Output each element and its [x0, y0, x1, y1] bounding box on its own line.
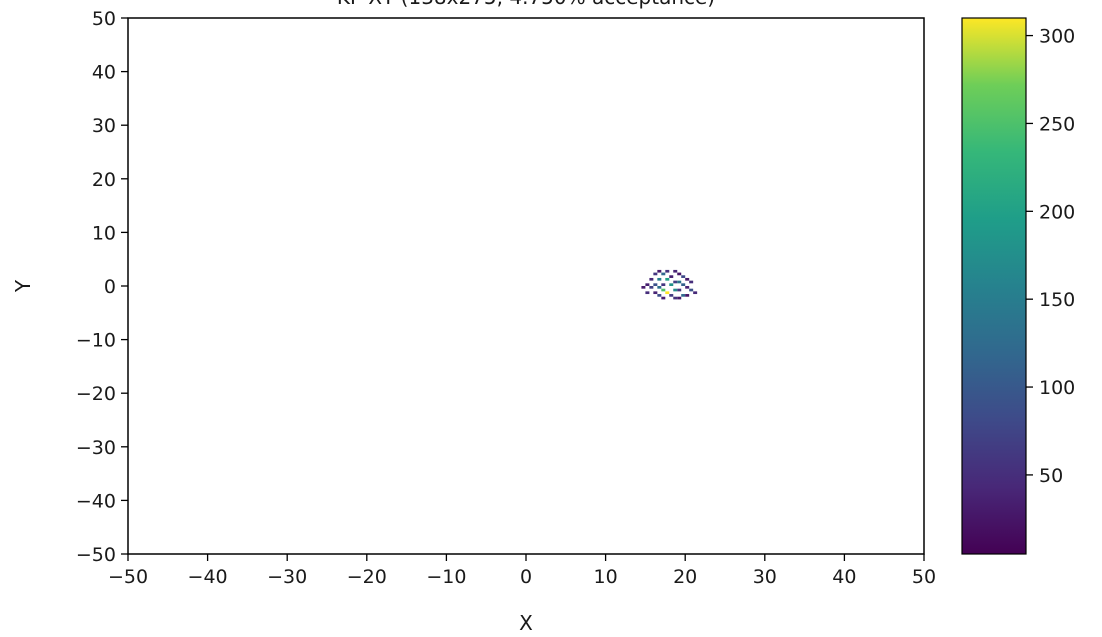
heatmap-cell [681, 275, 686, 278]
heatmap-cell [649, 286, 654, 289]
heatmap-cell [657, 286, 662, 289]
colorbar-tick-label: 50 [1039, 465, 1063, 487]
y-tick-label: 40 [92, 62, 116, 84]
y-tick-label: −10 [76, 330, 116, 352]
y-tick-label: 30 [92, 115, 116, 137]
x-axis-label: X [519, 611, 533, 635]
heatmap-cell [673, 296, 678, 300]
heatmap-cell [685, 277, 690, 281]
colorbar-ticks: 50 100 150 200 250 300 [1026, 26, 1075, 487]
heatmap-cell [677, 296, 682, 300]
x-tick-label: −50 [108, 566, 148, 588]
heatmap-cell [653, 272, 658, 276]
y-axis-ticks: −50 −40 −30 −20 −10 0 10 20 30 40 50 [76, 8, 128, 566]
x-tick-label: −30 [267, 566, 307, 588]
heatmap-cell [681, 283, 686, 286]
colorbar-tick-label: 300 [1039, 26, 1075, 48]
y-tick-label: −40 [76, 490, 116, 512]
chart-title: KP XY (138x275, 4.750% acceptance) [337, 0, 715, 9]
x-tick-label: −40 [188, 566, 228, 588]
heatmap-cell [677, 272, 682, 276]
x-axis-ticks: −50 −40 −30 −20 −10 0 10 20 30 40 50 [108, 554, 936, 588]
x-tick-label: 50 [912, 566, 936, 588]
colorbar-tick-label: 200 [1039, 201, 1075, 223]
heatmap-cell [677, 288, 682, 292]
heatmap-cell [653, 283, 658, 286]
heatmap-cell [661, 283, 666, 286]
y-tick-label: 10 [92, 222, 116, 244]
heatmap-cell [673, 269, 678, 273]
heatmap-cell [681, 294, 686, 297]
x-tick-label: −10 [426, 566, 466, 588]
heatmap-cell [665, 269, 670, 273]
x-tick-label: 30 [753, 566, 777, 588]
heatmap-cell [657, 269, 662, 273]
y-tick-label: −30 [76, 437, 116, 459]
heatmap-cell [669, 283, 674, 286]
heatmap-cell [657, 277, 662, 281]
heatmap-cell [685, 286, 690, 289]
colorbar-tick-label: 150 [1039, 289, 1075, 311]
heatmap-cell [661, 296, 666, 300]
heatmap-cell [665, 291, 670, 295]
heatmap-cell [673, 288, 678, 292]
y-tick-label: 20 [92, 169, 116, 191]
x-tick-label: 40 [832, 566, 856, 588]
heatmap-cell [669, 275, 674, 278]
y-axis-label: Y [11, 279, 35, 293]
heatmap-cells [641, 269, 698, 300]
x-tick-label: 10 [594, 566, 618, 588]
colorbar-tick-label: 100 [1039, 377, 1075, 399]
heatmap-cell [689, 280, 694, 284]
y-tick-label: −20 [76, 383, 116, 405]
heatmap-cell [645, 291, 650, 295]
x-tick-label: 0 [520, 566, 532, 588]
heatmap-cell [673, 280, 678, 284]
y-tick-label: −50 [76, 544, 116, 566]
heatmap-cell [649, 277, 654, 281]
heatmap-cell [669, 294, 674, 297]
x-tick-label: 20 [673, 566, 697, 588]
heatmap-cell [693, 291, 698, 295]
plot-frame [127, 17, 925, 555]
heatmap-cell [645, 283, 650, 286]
y-tick-label: 0 [104, 276, 116, 298]
heatmap-cell [657, 294, 662, 297]
colorbar-tick-label: 250 [1039, 113, 1075, 135]
heatmap-cell [653, 291, 658, 295]
y-tick-label: 50 [92, 8, 116, 30]
x-tick-label: −20 [347, 566, 387, 588]
colorbar [961, 17, 1027, 555]
heatmap-cell [689, 288, 694, 292]
heatmap-cell [685, 294, 690, 297]
heatmap-cell [641, 286, 646, 289]
heatmap-cell [661, 288, 666, 292]
heatmap-cell [665, 277, 670, 281]
heatmap-cell [677, 280, 682, 284]
heatmap-cell [661, 272, 666, 276]
